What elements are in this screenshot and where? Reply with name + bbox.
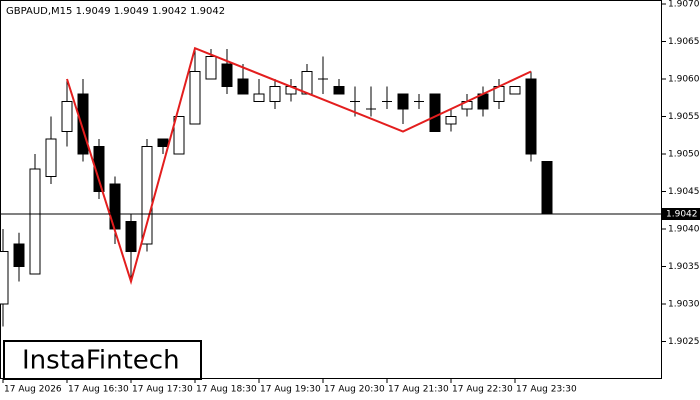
x-tick-label: 17 Aug 23:30 xyxy=(516,385,577,395)
x-tick-label: 17 Aug 22:30 xyxy=(452,385,513,395)
candle-body xyxy=(237,78,249,95)
y-tick-label: 1.9050 xyxy=(668,150,700,160)
candle-body xyxy=(93,146,105,192)
x-tick-label: 17 Aug 19:30 xyxy=(260,385,321,395)
candle-body xyxy=(61,101,73,132)
candle-body xyxy=(77,93,89,155)
candle-body xyxy=(0,251,9,305)
y-tick-label: 1.9025 xyxy=(668,337,700,347)
candle-body xyxy=(541,161,553,215)
y-tick-label: 1.9035 xyxy=(668,262,700,272)
x-tick-label: 17 Aug 16:30 xyxy=(68,385,129,395)
y-tick-label: 1.9070 xyxy=(668,0,700,10)
candle-body xyxy=(173,116,185,155)
candle-body xyxy=(429,93,441,132)
x-tick-label: 17 Aug 2026 xyxy=(4,385,62,395)
candle-body xyxy=(221,63,233,87)
candle-body xyxy=(141,146,153,245)
chart-title: GBPAUD,M15 1.9049 1.9049 1.9042 1.9042 xyxy=(6,6,225,17)
x-tick-label: 17 Aug 20:30 xyxy=(324,385,385,395)
candle-body xyxy=(269,86,281,102)
candle-body xyxy=(253,93,265,102)
candle-body xyxy=(125,221,137,252)
candle-body xyxy=(13,243,25,267)
candle-body xyxy=(333,86,345,95)
y-tick-label: 1.9060 xyxy=(668,75,700,85)
x-tick-label: 17 Aug 18:30 xyxy=(196,385,257,395)
y-tick-label: 1.9055 xyxy=(668,112,700,122)
candle-body xyxy=(397,93,409,110)
current-price-label: 1.9042 xyxy=(666,210,698,220)
candle-body xyxy=(45,138,57,177)
y-tick-label: 1.9040 xyxy=(668,225,700,235)
candle-body xyxy=(29,168,41,275)
candle-body xyxy=(509,86,521,95)
y-tick-label: 1.9065 xyxy=(668,37,700,47)
candle-body xyxy=(189,71,201,125)
current-price-box xyxy=(662,208,700,220)
x-tick-label: 17 Aug 21:30 xyxy=(388,385,449,395)
x-tick-label: 17 Aug 17:30 xyxy=(132,385,193,395)
logo: InstaFintech xyxy=(22,346,180,376)
candle-body xyxy=(157,138,169,147)
candle-body xyxy=(205,56,217,80)
logo-box xyxy=(3,340,202,380)
y-tick-label: 1.9030 xyxy=(668,300,700,310)
y-tick-label: 1.9045 xyxy=(668,187,700,197)
candle-body xyxy=(525,78,537,155)
candle-body xyxy=(445,116,457,125)
